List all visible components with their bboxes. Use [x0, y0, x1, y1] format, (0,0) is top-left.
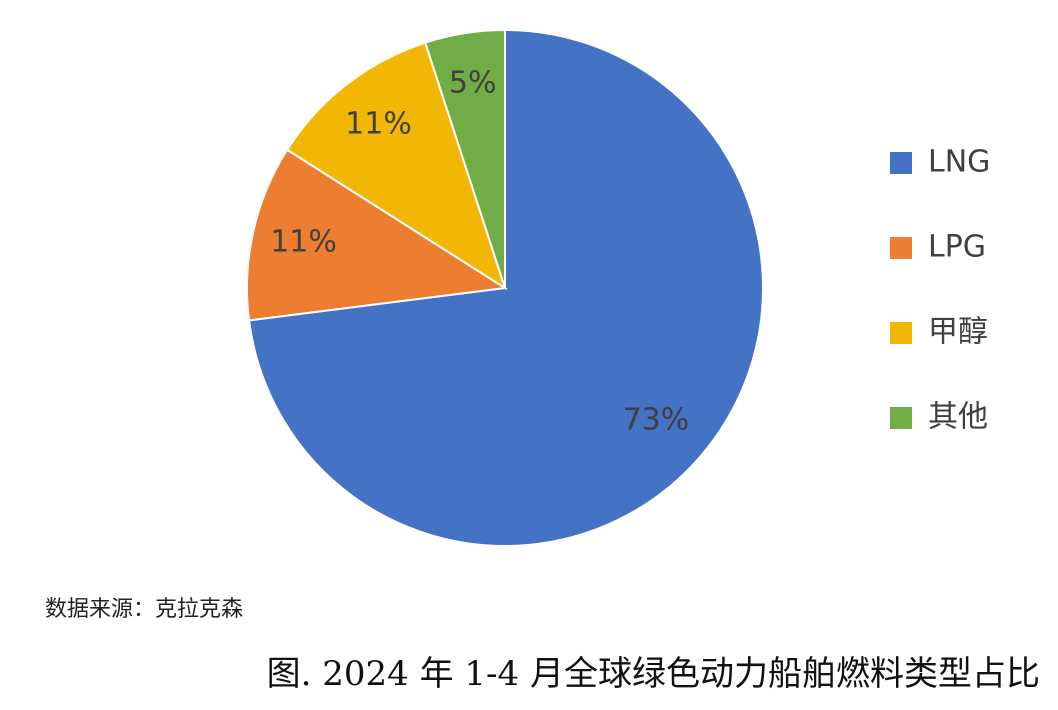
source-note: 数据来源：克拉克森	[45, 597, 243, 622]
legend-swatch	[890, 237, 912, 259]
legend-swatch	[890, 407, 912, 429]
legend-swatch	[890, 322, 912, 344]
legend-label: 其他	[928, 400, 988, 435]
legend-label: 甲醇	[928, 315, 988, 350]
data-label: 73%	[623, 403, 690, 438]
legend-label: LPG	[928, 230, 986, 265]
data-label: 11%	[345, 106, 412, 141]
data-label: 11%	[270, 224, 337, 259]
pie-slice	[424, 28, 506, 289]
data-label: 5%	[449, 66, 497, 101]
legend-swatch	[890, 152, 912, 174]
pie-slice	[246, 148, 508, 322]
legend-label: LNG	[928, 145, 990, 180]
chart-title: 图. 2024 年 1-4 月全球绿色动力船舶燃料类型占比	[267, 654, 1040, 694]
pie-slice	[285, 41, 507, 291]
